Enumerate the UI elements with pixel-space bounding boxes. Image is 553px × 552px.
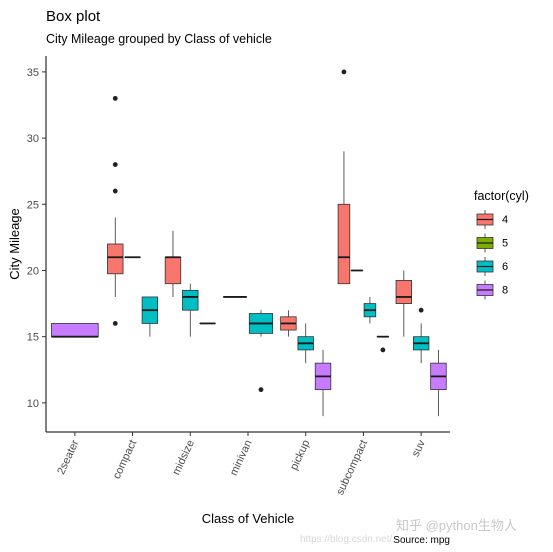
box-pickup-cyl6 — [297, 323, 314, 364]
x-tick-label-subcompact: subcompact — [334, 438, 370, 497]
legend-title: factor(cyl) — [474, 189, 529, 203]
box-midsize-cyl4 — [164, 230, 182, 297]
box-body — [164, 256, 182, 285]
box-subcompact-cyl8 — [376, 335, 390, 353]
box-compact-cyl6 — [141, 296, 159, 337]
legend-label: 5 — [502, 238, 508, 250]
outlier-point — [112, 162, 118, 167]
x-tick-label-midsize: midsize — [170, 438, 197, 477]
outlier-point — [418, 307, 424, 313]
watermark-url: https://blog.csdn.net/... — [300, 534, 401, 545]
y-axis-title: City Mileage — [7, 208, 22, 280]
outlier-point — [112, 95, 118, 101]
box-pickup-cyl4 — [280, 310, 297, 337]
x-tick-label-pickup: pickup — [288, 438, 312, 472]
box-subcompact-cyl4 — [337, 69, 351, 285]
y-tick-label: 20 — [27, 265, 39, 277]
outlier-point — [112, 321, 118, 326]
legend-label: 6 — [502, 261, 508, 273]
box-minivan-cyl6 — [248, 310, 274, 393]
chart-caption: Source: mpg — [393, 535, 450, 546]
box-2seater-cyl8 — [51, 323, 99, 338]
y-tick-label: 30 — [27, 133, 39, 145]
legend-label: 4 — [502, 214, 508, 226]
x-tick-label-minivan: minivan — [228, 438, 255, 477]
chart-title: Box plot — [46, 8, 101, 25]
box-compact-cyl4 — [107, 95, 124, 326]
x-tick-label-2seater: 2seater — [55, 438, 82, 477]
y-tick-label: 15 — [27, 332, 39, 344]
box-body — [182, 289, 199, 311]
y-tick-label: 35 — [27, 67, 39, 79]
box-midsize-cyl6 — [182, 283, 199, 337]
legend-item-8: 8 — [476, 280, 508, 300]
plot-area: 10 15 20 25 30 35 2seater compact midsize minivan… — [27, 56, 450, 497]
legend-item-5: 5 — [476, 233, 508, 253]
box-pickup-cyl8 — [314, 349, 332, 417]
outlier-point — [112, 188, 118, 194]
x-tick-label-suv: suv — [410, 438, 428, 459]
chart-subtitle: City Mileage grouped by Class of vehicle — [46, 32, 272, 46]
box-suv-cyl6 — [412, 307, 430, 364]
outlier-point — [258, 387, 264, 393]
box-subcompact-cyl6 — [363, 296, 377, 324]
box-suv-cyl4 — [395, 270, 413, 337]
box-body — [107, 243, 124, 275]
outlier-point — [380, 347, 386, 353]
box-body — [51, 323, 99, 338]
box-body — [395, 280, 413, 304]
x-axis-title: Class of Vehicle — [202, 511, 295, 526]
legend-item-4: 4 — [476, 210, 508, 229]
legend-label: 8 — [502, 285, 508, 297]
x-tick-label-compact: compact — [111, 438, 139, 481]
legend-item-6: 6 — [476, 257, 508, 276]
watermark-text: 知乎 @python生物人 — [396, 518, 517, 533]
outlier-point — [341, 69, 347, 75]
y-tick-label: 25 — [27, 199, 39, 211]
box-body — [337, 203, 351, 285]
legend: 4 5 6 8 — [476, 210, 508, 300]
box-suv-cyl8 — [430, 349, 447, 417]
y-tick-label: 10 — [27, 398, 39, 410]
